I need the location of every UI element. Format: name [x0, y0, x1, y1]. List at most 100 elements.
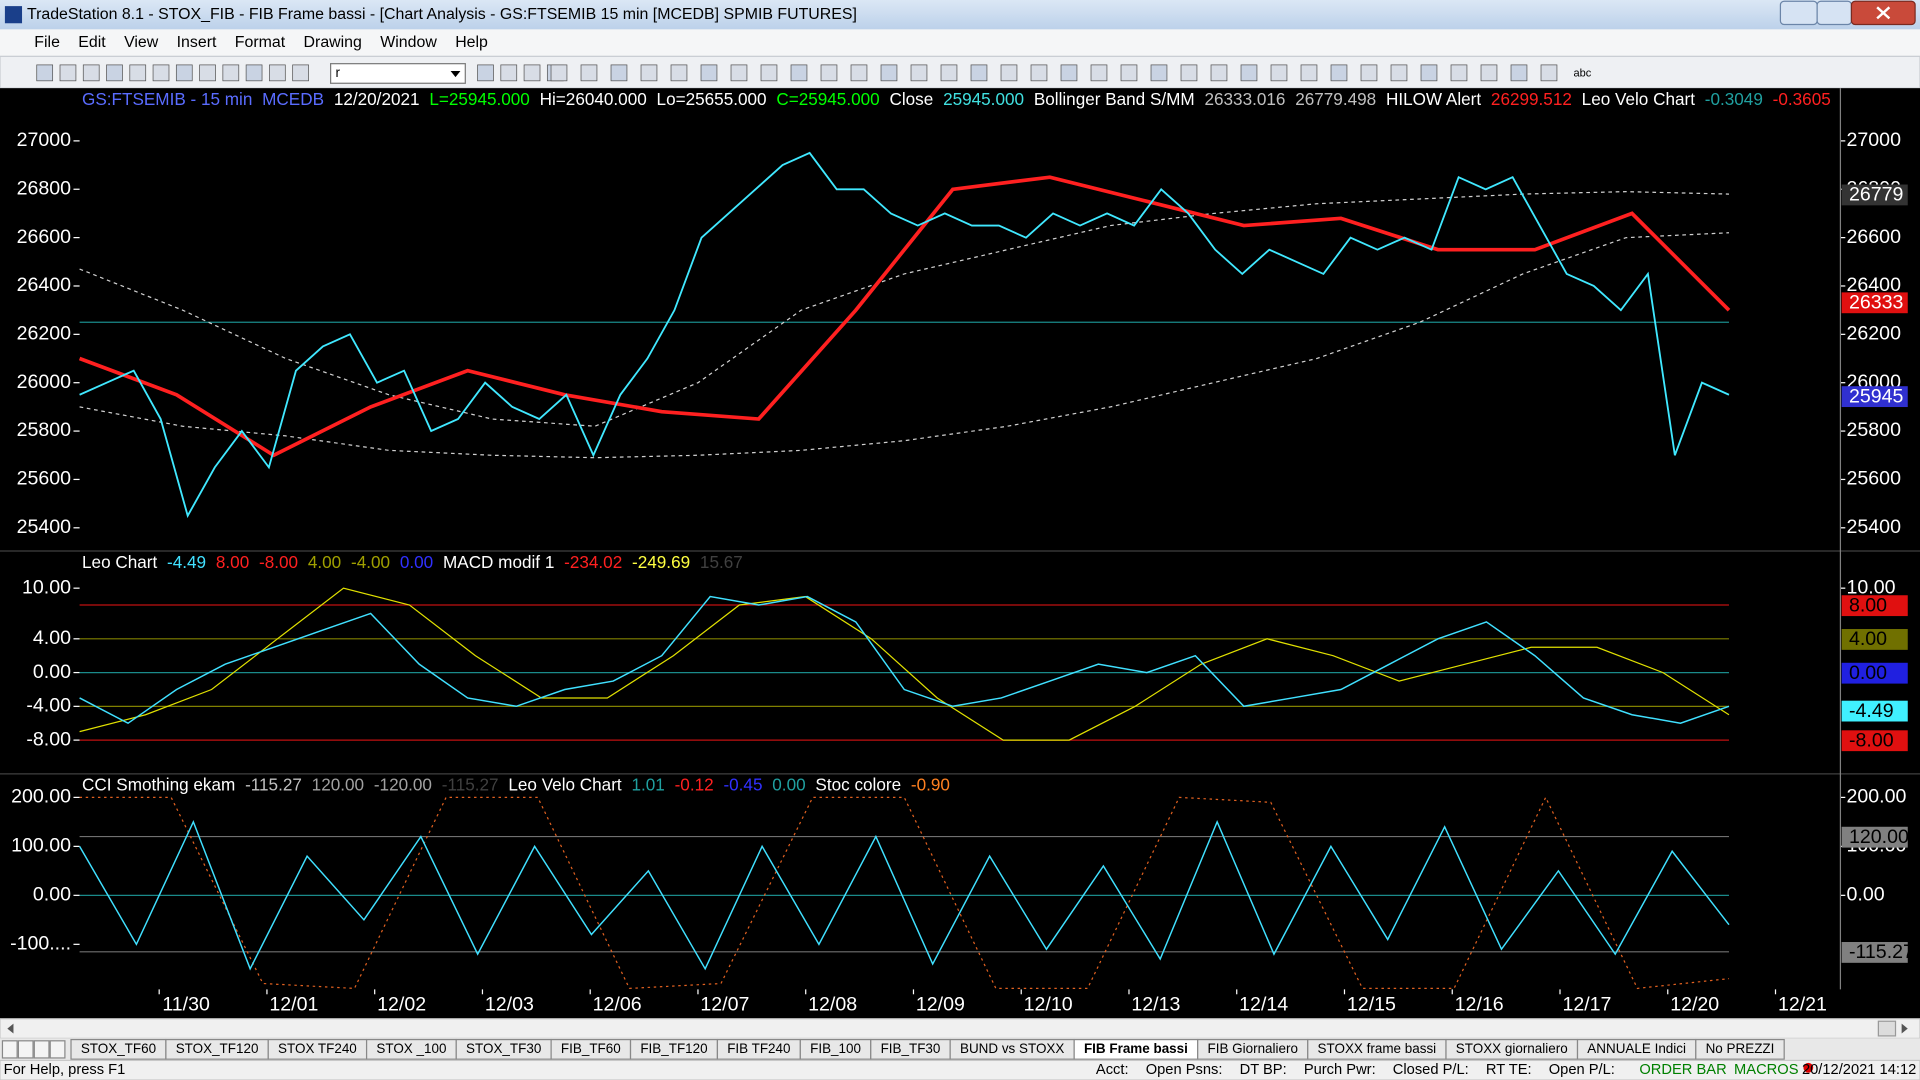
tool-icon[interactable]	[880, 64, 898, 82]
tool-icon[interactable]	[1210, 64, 1228, 82]
tool-icon[interactable]	[523, 64, 541, 82]
tool-icon[interactable]	[1240, 64, 1258, 82]
tab-nav[interactable]	[49, 1040, 66, 1059]
indicator-label: L=25945.000	[429, 89, 529, 109]
tool-icon[interactable]	[152, 64, 170, 82]
tool-icon[interactable]	[1480, 64, 1498, 82]
tab[interactable]: FIB Frame bassi	[1073, 1038, 1199, 1060]
tool-icon[interactable]	[700, 64, 718, 82]
tool-icon[interactable]	[129, 64, 147, 82]
tool-icon[interactable]	[550, 64, 568, 82]
tool-icon[interactable]	[1360, 64, 1378, 82]
tool-icon[interactable]	[1180, 64, 1198, 82]
tab-label: FIB_TF60	[561, 1041, 621, 1056]
tool-icon[interactable]	[36, 64, 54, 82]
tool-icon[interactable]	[910, 64, 928, 82]
y-tick-label: 26000	[17, 371, 72, 393]
tool-icon[interactable]	[610, 64, 628, 82]
menu-item[interactable]: Help	[455, 34, 488, 51]
tab-nav[interactable]	[33, 1040, 50, 1059]
minimize-button[interactable]	[1779, 0, 1818, 26]
tab[interactable]: FIB_TF120	[629, 1038, 719, 1060]
menu-item[interactable]: Drawing	[304, 34, 362, 51]
tab[interactable]: STOXX giornaliero	[1445, 1038, 1579, 1060]
tool-icon[interactable]	[1150, 64, 1168, 82]
tool-icon[interactable]	[1390, 64, 1408, 82]
indicator-label: MACD modif 1	[443, 552, 554, 572]
tab-nav[interactable]	[1, 1040, 18, 1059]
tool-icon[interactable]	[670, 64, 688, 82]
tool-icon[interactable]	[1000, 64, 1018, 82]
scroll-thumb[interactable]	[1877, 1020, 1897, 1037]
tool-icon[interactable]	[1330, 64, 1348, 82]
tool-icon[interactable]	[199, 64, 216, 82]
tool-icon[interactable]	[820, 64, 838, 82]
maximize-button[interactable]	[1816, 0, 1853, 26]
tool-icon[interactable]	[106, 64, 123, 82]
menu-item[interactable]: View	[124, 34, 159, 51]
scrollbar[interactable]	[0, 1018, 1920, 1039]
tool-icon[interactable]	[59, 64, 77, 82]
order-bar[interactable]: ORDER BAR	[1639, 1062, 1726, 1078]
tab[interactable]: FIB_TF30	[870, 1038, 951, 1060]
indicator-label: Hi=26040.000	[540, 89, 647, 109]
indicator-label: -115.27	[245, 775, 302, 795]
tool-icon[interactable]	[1510, 64, 1528, 82]
tab[interactable]: STOX_TF120	[165, 1038, 269, 1060]
value-marker	[1841, 292, 1908, 314]
tab-label: FIB Giornaliero	[1207, 1041, 1297, 1056]
tab-nav[interactable]	[17, 1040, 34, 1059]
tool-icon[interactable]	[292, 64, 309, 82]
tool-icon[interactable]	[222, 64, 240, 82]
tool-icon[interactable]	[269, 64, 286, 82]
tool-icon[interactable]	[82, 64, 100, 82]
tool-icon[interactable]	[760, 64, 778, 82]
tool-icon[interactable]	[730, 64, 748, 82]
symbol-box[interactable]	[330, 63, 466, 84]
macros[interactable]: MACROS	[1734, 1062, 1799, 1078]
tool-icon[interactable]	[1120, 64, 1138, 82]
tool-icon[interactable]	[940, 64, 958, 82]
tool-icon[interactable]	[175, 64, 193, 82]
tool-icon[interactable]	[640, 64, 658, 82]
tab[interactable]: FIB_TF60	[550, 1038, 632, 1060]
tool-icon[interactable]	[1420, 64, 1438, 82]
tool-icon[interactable]	[1060, 64, 1078, 82]
tool-icon[interactable]	[1030, 64, 1048, 82]
tab[interactable]: STOX_TF30	[455, 1038, 552, 1060]
menu-item[interactable]: File	[34, 34, 60, 51]
tool-icon[interactable]	[500, 64, 518, 82]
tool-icon[interactable]	[245, 64, 263, 82]
right-tick-label: 26200	[1847, 323, 1902, 345]
tab[interactable]: STOX _100	[365, 1038, 457, 1060]
menu-item[interactable]: Insert	[177, 34, 217, 51]
indicator-label: -0.12	[675, 775, 714, 795]
indicator-label: 0.00	[772, 775, 805, 795]
value-marker-label: 8.00	[1849, 594, 1887, 616]
tab[interactable]: BUND vs STOXX	[949, 1038, 1075, 1060]
tab[interactable]: No PREZZI	[1695, 1038, 1785, 1060]
tool-icon[interactable]	[477, 64, 494, 82]
tab[interactable]: STOX_TF60	[70, 1038, 167, 1060]
tool-icon[interactable]	[1300, 64, 1318, 82]
menu-item[interactable]: Window	[380, 34, 437, 51]
tool-icon[interactable]	[1450, 64, 1468, 82]
indicator-label: 1.01	[631, 775, 664, 795]
tool-icon[interactable]	[790, 64, 808, 82]
menu-item[interactable]: Format	[235, 34, 286, 51]
tab[interactable]: FIB Giornaliero	[1197, 1038, 1309, 1060]
tool-icon[interactable]	[850, 64, 868, 82]
tool-icon[interactable]	[580, 64, 598, 82]
tab[interactable]: ANNUALE Indici	[1576, 1038, 1697, 1060]
menu-item[interactable]: Edit	[78, 34, 106, 51]
tab[interactable]: FIB_100	[799, 1038, 872, 1060]
tab[interactable]: STOXX frame bassi	[1307, 1038, 1447, 1060]
tool-icon[interactable]	[970, 64, 988, 82]
tool-icon[interactable]	[1540, 64, 1558, 82]
text-tool[interactable]: abc	[1573, 67, 1591, 79]
tab[interactable]: STOX TF240	[267, 1038, 368, 1060]
tool-icon[interactable]	[1090, 64, 1108, 82]
tab[interactable]: FIB TF240	[716, 1038, 801, 1060]
tool-icon[interactable]	[1270, 64, 1288, 82]
right-tick-label: 25600	[1847, 468, 1902, 490]
